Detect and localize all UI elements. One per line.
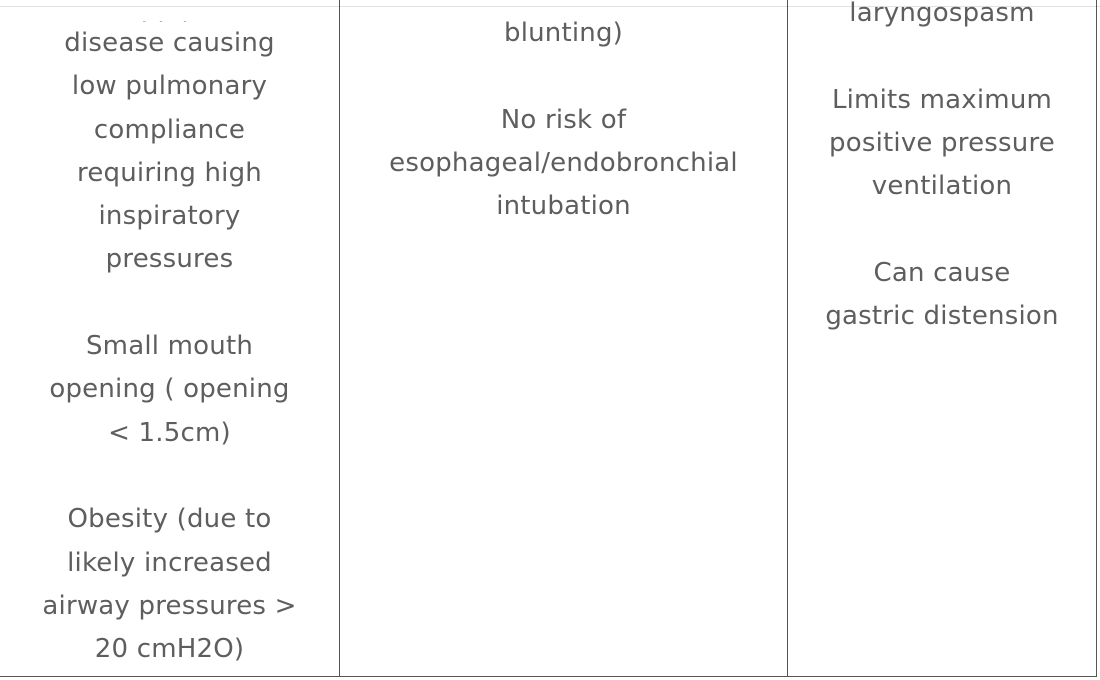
text-line: compliance <box>93 114 246 145</box>
text-line: likely increased <box>67 547 272 578</box>
text-line: No risk of <box>500 104 627 135</box>
paragraph-small-mouth: Small mouth opening ( opening < 1.5cm) <box>16 325 323 455</box>
text-line: Obesity (due to <box>67 504 272 535</box>
text-line: opening ( opening <box>49 374 290 405</box>
table-cell-advantages: blunting) No risk of esophageal/endobron… <box>340 0 788 676</box>
text-line: requiring high <box>77 157 262 188</box>
text-line: Small mouth <box>85 331 254 362</box>
table-cell-indications: high disease causing low pulmonary compl… <box>0 0 340 676</box>
paragraph-gap <box>802 208 1082 251</box>
page-top-divider <box>0 6 1100 7</box>
text-line: disease causing <box>64 28 275 58</box>
clipped-line: high <box>16 12 323 22</box>
text-line: laryngospasm <box>849 0 1035 28</box>
paragraph-no-risk: No risk of esophageal/endobronchial intu… <box>350 99 777 229</box>
table-cell-disadvantages: laryngospasm Limits maximum positive pre… <box>788 0 1097 676</box>
cell-text-column-2: blunting) No risk of esophageal/endobron… <box>340 12 787 228</box>
paragraph-lung-compliance: disease causing low pulmonary compliance… <box>16 22 323 282</box>
text-line: Limits maximum <box>831 84 1053 115</box>
paragraph-obesity: Obesity (due to likely increased airway … <box>16 498 323 671</box>
paragraph-gap <box>16 455 323 498</box>
paragraph-gap <box>802 35 1082 78</box>
paragraph-gastric-distension: Can cause gastric distension <box>802 252 1082 339</box>
text-line: < 1.5cm) <box>108 417 231 448</box>
text-line: positive pressure <box>829 127 1055 158</box>
text-line: pressures <box>105 244 234 275</box>
text-line: 20 cmH2O) <box>94 634 245 665</box>
paragraph-gap <box>350 55 777 98</box>
text-line: airway pressures > <box>42 590 297 621</box>
text-line: blunting) <box>503 18 624 48</box>
text-line: ventilation <box>871 171 1013 202</box>
text-line: esophageal/endobronchial <box>389 147 738 178</box>
cell-text-column-1: high disease causing low pulmonary compl… <box>0 12 339 671</box>
paragraph-gap <box>16 282 323 325</box>
text-line: Can cause <box>873 257 1011 288</box>
paragraph-limits-ppv: Limits maximum positive pressure ventila… <box>802 79 1082 209</box>
text-line: intubation <box>496 191 631 222</box>
paragraph-laryngospasm: laryngospasm <box>802 0 1082 35</box>
text-line: gastric distension <box>825 301 1059 332</box>
cell-text-column-3: laryngospasm Limits maximum positive pre… <box>788 0 1096 338</box>
text-line: inspiratory <box>98 201 241 232</box>
paragraph-blunting: blunting) <box>350 12 777 55</box>
text-line: low pulmonary <box>71 71 268 102</box>
